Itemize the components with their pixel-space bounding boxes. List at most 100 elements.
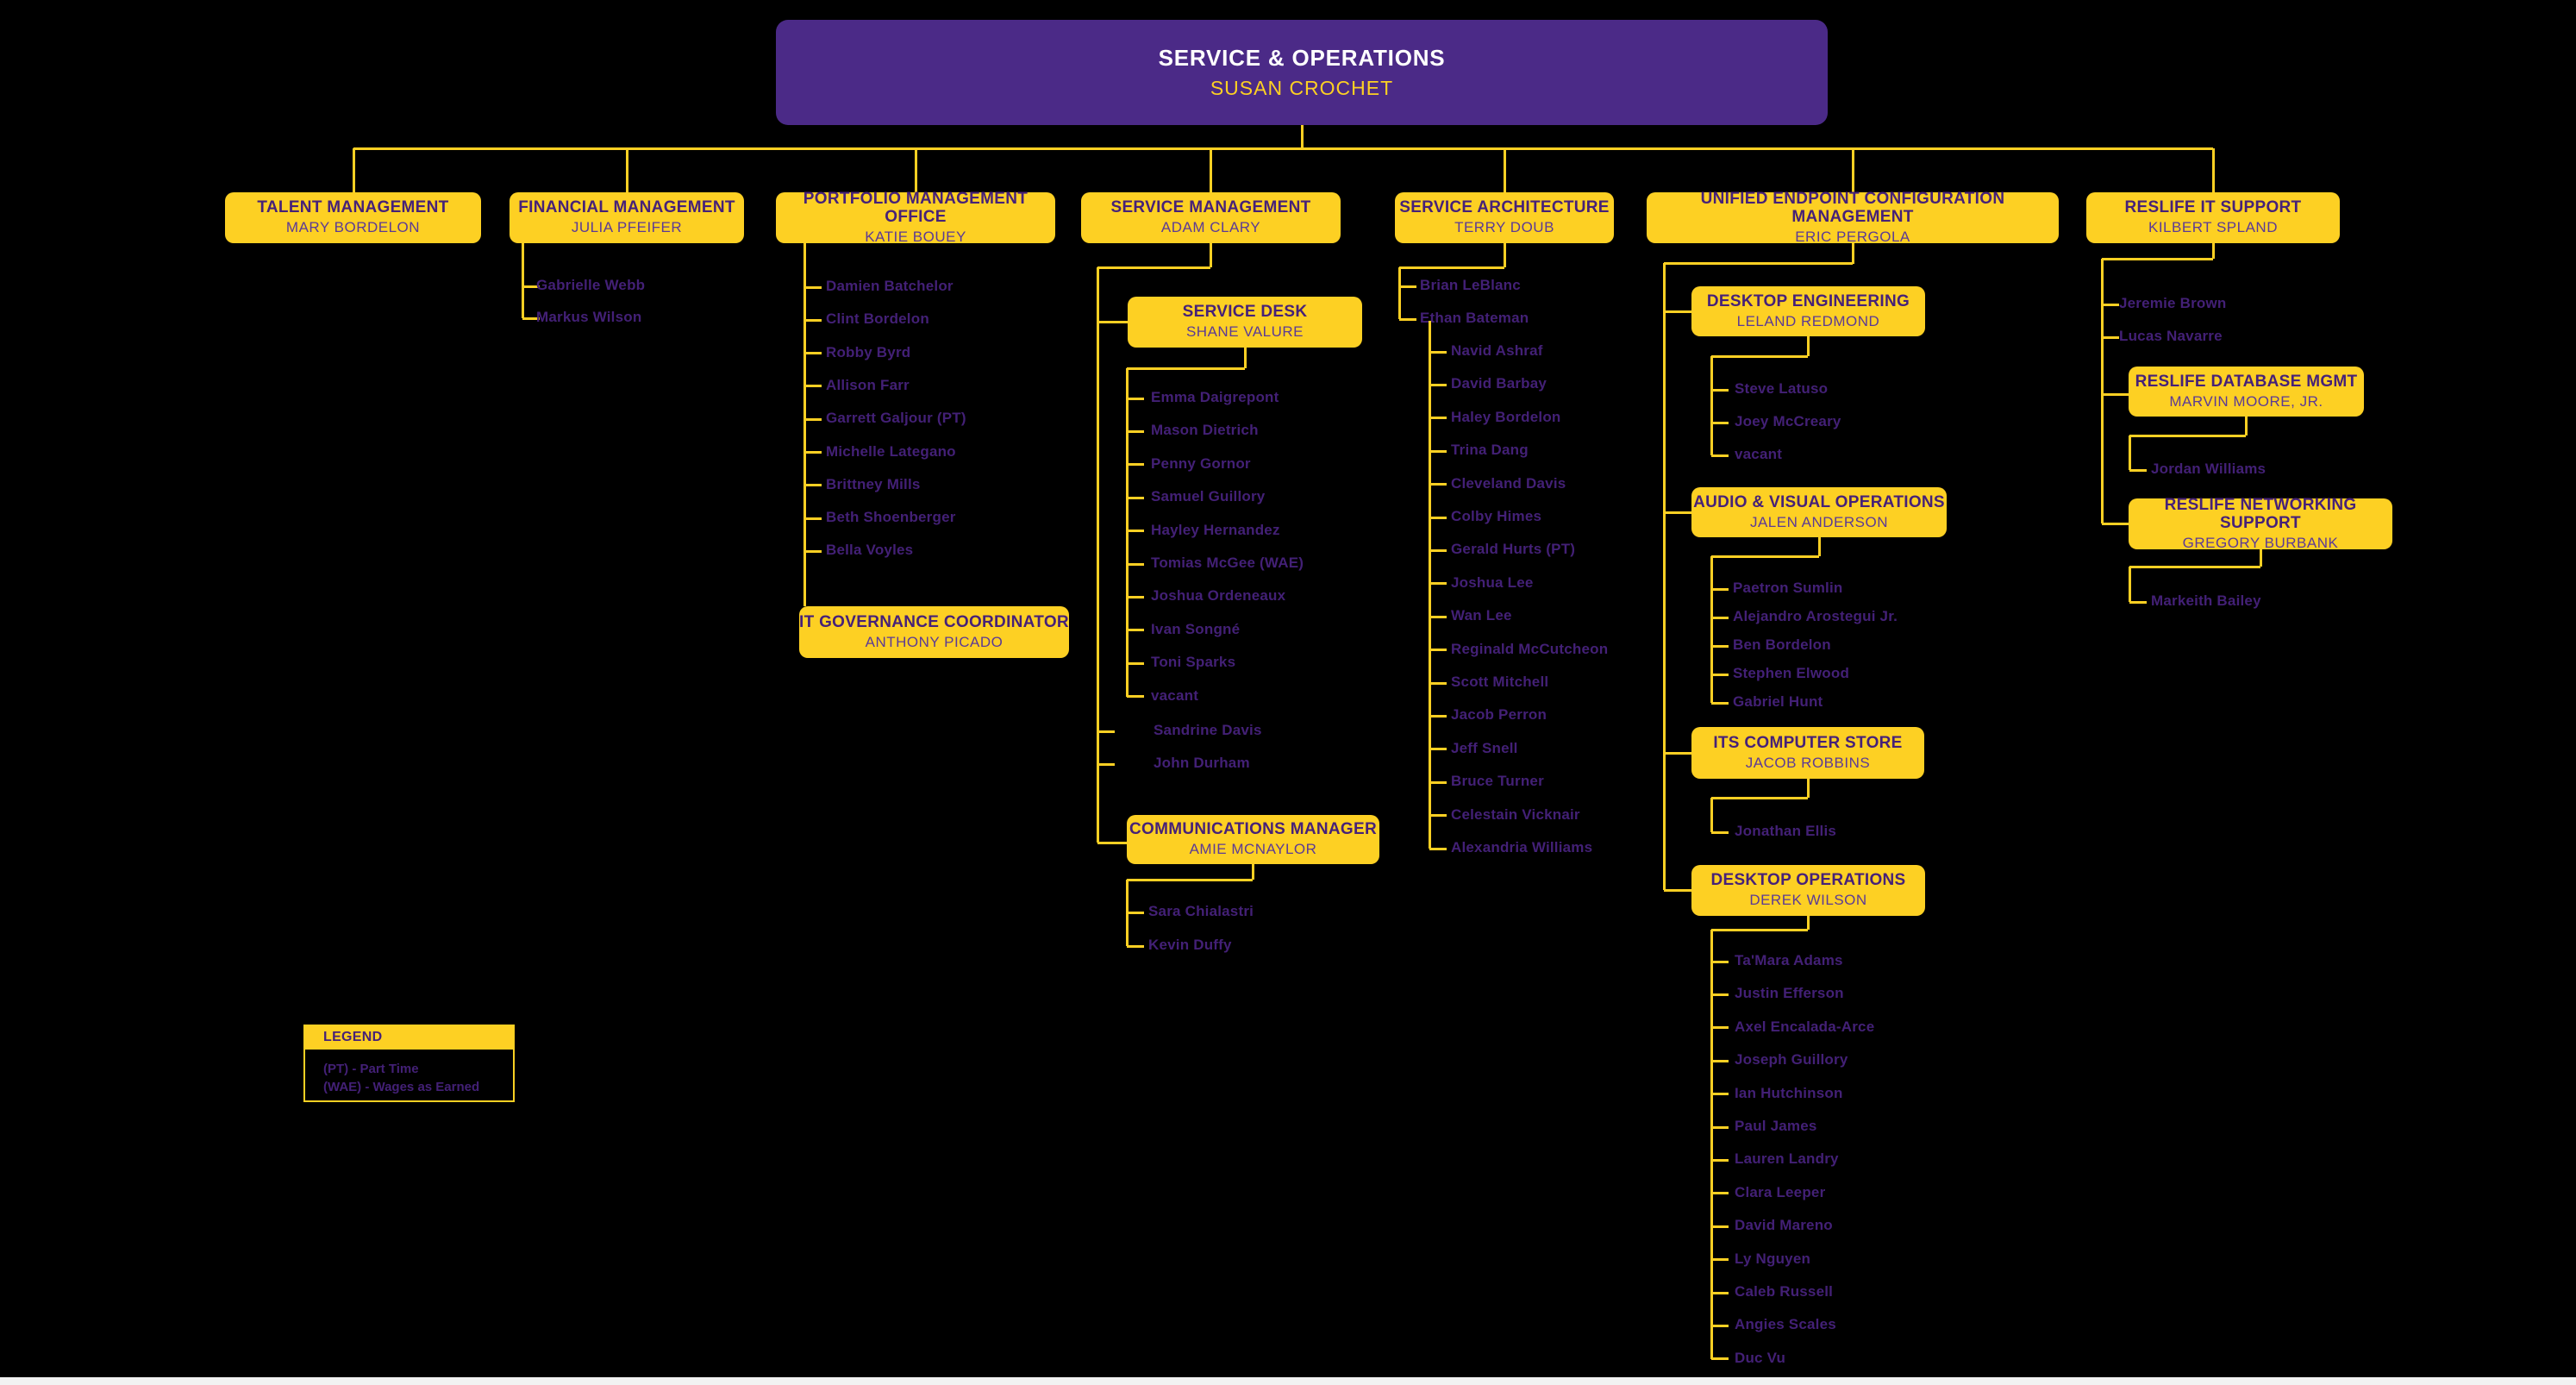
member-name: Toni Sparks <box>1151 654 1236 671</box>
legend: LEGEND (PT) - Part Time (WAE) - Wages as… <box>303 1025 515 1102</box>
member-name: Kevin Duffy <box>1148 937 1232 954</box>
member-name: John Durham <box>1154 755 1250 772</box>
connector-line <box>2128 436 2131 470</box>
connector-line <box>1127 595 1144 598</box>
legend-header: LEGEND <box>303 1025 515 1050</box>
connector-line <box>2100 259 2104 523</box>
dept-name: TERRY DOUB <box>1454 219 1554 236</box>
member-name: vacant <box>1151 686 1199 704</box>
connector-line <box>1711 1225 1729 1228</box>
connector-line <box>1399 266 1504 269</box>
member-name: Samuel Guillory <box>1151 488 1266 505</box>
dept-title: SERVICE ARCHITECTURE <box>1399 198 1610 217</box>
connector-line <box>1429 649 1447 652</box>
connector-line <box>1397 267 1401 319</box>
dept-name: KILBERT SPLAND <box>2148 219 2278 236</box>
connector-line <box>1429 516 1447 519</box>
member-name: Steve Latuso <box>1735 380 1829 398</box>
connector-line <box>1429 780 1447 784</box>
connector-line <box>1711 354 1808 358</box>
connector-line <box>1429 383 1447 386</box>
connector-line <box>2102 522 2129 525</box>
connector-line <box>1662 263 1666 890</box>
connector-line <box>1429 847 1447 850</box>
connector-line <box>1127 496 1144 499</box>
connector-line <box>1711 796 1808 799</box>
connector-line <box>1711 1026 1729 1030</box>
member-name: Clara Leeper <box>1735 1183 1826 1200</box>
dept-name: ERIC PERGOLA <box>1795 228 1910 245</box>
connector-line <box>2129 565 2260 568</box>
connector-line <box>1711 644 1729 648</box>
member-name: Lauren Landry <box>1735 1150 1839 1168</box>
connector-line <box>1399 317 1416 321</box>
member-name: Joseph Guillory <box>1735 1051 1848 1069</box>
connector-line <box>1806 916 1810 930</box>
member-name: Beth Shoenberger <box>826 509 956 526</box>
connector-line <box>1711 587 1729 591</box>
dept-name: KATIE BOUEY <box>865 228 966 245</box>
connector-line <box>1711 1324 1729 1327</box>
connector-line <box>1209 243 1212 267</box>
connector-line <box>2102 335 2119 339</box>
connector-line <box>1710 930 1713 1359</box>
connector-line <box>804 451 822 454</box>
connector-line <box>1851 148 1854 192</box>
connector-line <box>1710 798 1713 832</box>
member-name: Lucas Navarre <box>2119 328 2223 345</box>
sub-box-audio-visual-operations: AUDIO & VISUAL OPERATIONS JALEN ANDERSON <box>1691 487 1947 537</box>
connector-line <box>1127 661 1144 665</box>
sub-name: MARVIN MOORE, JR. <box>2169 392 2323 410</box>
connector-line <box>2211 243 2215 259</box>
member-name: Scott Mitchell <box>1451 674 1549 691</box>
connector-line <box>1711 928 1808 931</box>
member-name: Navid Ashraf <box>1451 342 1543 360</box>
connector-line <box>1399 285 1416 288</box>
member-name: Robby Byrd <box>826 343 911 360</box>
member-name: Bruce Turner <box>1451 773 1544 790</box>
member-name: Jacob Perron <box>1451 706 1547 724</box>
sub-title: AUDIO & VISUAL OPERATIONS <box>1693 492 1945 511</box>
connector-line <box>2129 434 2246 437</box>
connector-line <box>1711 993 1729 996</box>
member-name: Garrett Galjour (PT) <box>826 410 966 427</box>
member-name: Gabrielle Webb <box>536 277 646 294</box>
connector-line <box>353 147 2213 150</box>
connector-line <box>1097 841 1127 844</box>
connector-line <box>1429 748 1447 751</box>
connector-line <box>1851 243 1854 264</box>
connector-line <box>1127 911 1144 914</box>
connector-line <box>2129 468 2147 472</box>
root-box: SERVICE & OPERATIONS SUSAN CROCHET <box>776 20 1828 125</box>
sub-name: ANTHONY PICADO <box>865 633 1004 650</box>
sub-name: SHANE VALURE <box>1185 323 1304 341</box>
connector-line <box>1429 814 1447 818</box>
member-name: Tomias McGee (WAE) <box>1151 555 1304 572</box>
connector-line <box>804 285 822 289</box>
connector-line <box>1711 1258 1729 1262</box>
connector-line <box>1711 673 1729 676</box>
root-title: SERVICE & OPERATIONS <box>1158 45 1446 72</box>
member-name: vacant <box>1735 446 1783 463</box>
member-name: Hayley Hernandez <box>1151 521 1280 538</box>
connector-line <box>1097 320 1128 323</box>
root-name: SUSAN CROCHET <box>1210 76 1394 99</box>
dept-box-financial-management: FINANCIAL MANAGEMENT JULIA PFEIFER <box>510 192 744 243</box>
member-name: Michelle Lategano <box>826 442 956 460</box>
sub-box-it-governance-coordinator: IT GOVERNANCE COORDINATOR ANTHONY PICADO <box>799 606 1069 658</box>
member-name: Markus Wilson <box>536 309 642 326</box>
sub-title: RESLIFE DATABASE MGMT <box>2135 372 2358 391</box>
member-name: Stephen Elwood <box>1733 665 1850 682</box>
member-name: Damien Batchelor <box>826 278 953 295</box>
sub-name: JALEN ANDERSON <box>1749 513 1889 530</box>
connector-line <box>1097 730 1115 733</box>
member-name: Haley Bordelon <box>1451 408 1561 425</box>
connector-line <box>1817 537 1821 556</box>
connector-line <box>1806 336 1810 356</box>
connector-line <box>2102 392 2129 396</box>
connector-line <box>1664 261 1853 265</box>
member-name: Caleb Russell <box>1735 1283 1834 1300</box>
connector-line <box>804 417 822 421</box>
connector-line <box>1711 701 1729 705</box>
member-name: Penny Gornor <box>1151 454 1251 472</box>
